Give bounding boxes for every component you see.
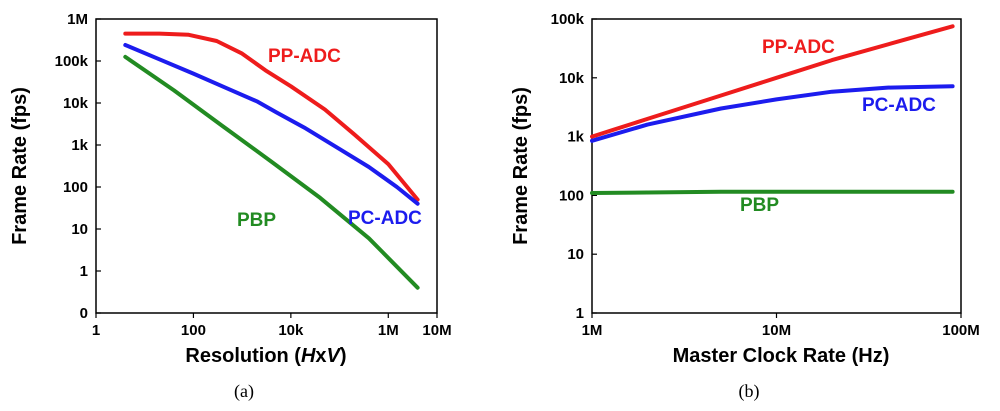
y-tick-label-a: 1M — [67, 11, 88, 28]
y-tick-label-b: 10 — [567, 246, 584, 263]
y-tick-label-a: 100k — [55, 53, 89, 70]
x-tick-label-b: 100M — [942, 322, 980, 339]
plot-area-b — [591, 18, 962, 314]
x-tick-label-a: 10M — [422, 322, 451, 339]
plot-area-a — [95, 18, 438, 314]
series-label-pbp-b: PBP — [740, 195, 779, 216]
series-label-pp-adc-b: PP-ADC — [762, 37, 835, 58]
series-label-pc-adc-b: PC-ADC — [862, 95, 936, 116]
y-tick-label-b: 100 — [559, 187, 584, 204]
y-tick-label-a: 10k — [63, 95, 89, 112]
y-tick-label-a: 0 — [80, 305, 88, 322]
x-tick-label-a: 10k — [278, 322, 304, 339]
series-line-pc-adc-b — [590, 84, 955, 143]
x-tick-label-a: 1 — [92, 322, 100, 339]
caption-b: (b) — [739, 381, 760, 402]
y-tick-label-a: 1k — [71, 137, 88, 154]
y-axis-label-a: Frame Rate (fps) — [9, 87, 31, 245]
y-tick-label-a: 100 — [63, 179, 88, 196]
x-tick-label-b: 10M — [762, 322, 791, 339]
y-tick-label-b: 10k — [559, 70, 585, 87]
y-tick-label-b: 1 — [576, 305, 584, 322]
series-label-pp-adc-a: PP-ADC — [268, 46, 341, 67]
caption-a: (a) — [234, 381, 254, 402]
y-tick-label-b: 100k — [551, 11, 585, 28]
x-axis-label-b: Master Clock Rate (Hz) — [673, 345, 890, 367]
x-axis-label-a: Resolution (HxV) — [185, 345, 346, 367]
series-line-pbp-b — [590, 189, 955, 195]
series-line-pp-adc-a — [123, 31, 420, 202]
y-tick-label-a: 10 — [71, 221, 88, 238]
chart-b: 1 10 100 1k 10k 100k 1M 10M 100M Frame Rate (fp… — [510, 11, 980, 402]
x-tick-label-a: 100 — [181, 322, 206, 339]
y-axis-label-b: Frame Rate (fps) — [510, 87, 532, 245]
x-tick-label-b: 1M — [582, 322, 603, 339]
series-line-pc-adc-a — [123, 43, 420, 206]
x-tick-label-a: 1M — [378, 322, 399, 339]
y-tick-label-a: 1 — [80, 263, 88, 280]
series-line-pbp-a — [123, 54, 420, 290]
series-label-pc-adc-a: PC-ADC — [348, 208, 422, 229]
series-label-pbp-a: PBP — [237, 210, 276, 231]
y-tick-label-b: 1k — [567, 129, 584, 146]
series-line-pp-adc-b — [590, 24, 955, 139]
